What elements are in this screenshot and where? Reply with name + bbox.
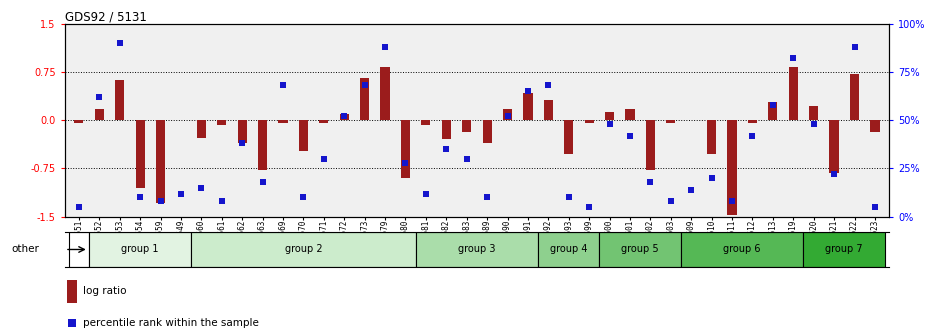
Bar xyxy=(278,120,288,123)
Bar xyxy=(829,120,839,173)
Bar xyxy=(401,120,410,178)
Bar xyxy=(442,120,451,139)
Bar xyxy=(564,120,574,154)
Bar xyxy=(238,120,247,143)
Bar xyxy=(462,120,471,132)
Bar xyxy=(115,80,124,120)
Bar xyxy=(380,67,389,120)
Bar xyxy=(584,120,594,123)
Bar xyxy=(666,120,675,123)
Text: group 5: group 5 xyxy=(621,245,659,254)
Bar xyxy=(66,280,78,303)
Bar xyxy=(850,74,859,120)
Bar xyxy=(197,120,206,138)
Bar xyxy=(646,120,655,170)
Bar xyxy=(599,232,681,267)
Text: GDS92 / 5131: GDS92 / 5131 xyxy=(65,10,146,24)
Text: group 6: group 6 xyxy=(724,245,761,254)
Bar xyxy=(191,232,416,267)
Text: group 2: group 2 xyxy=(285,245,322,254)
Bar xyxy=(681,232,804,267)
Bar xyxy=(319,120,329,123)
Bar xyxy=(156,120,165,203)
Bar xyxy=(136,120,144,188)
Text: other: other xyxy=(11,244,39,254)
Bar xyxy=(416,232,538,267)
Bar xyxy=(809,106,818,120)
Bar xyxy=(503,109,512,120)
Bar xyxy=(870,120,880,132)
Bar xyxy=(605,112,614,120)
Bar xyxy=(748,120,757,123)
Bar xyxy=(728,120,736,215)
Bar xyxy=(68,232,89,267)
Bar xyxy=(340,114,349,120)
Bar xyxy=(707,120,716,154)
Bar xyxy=(625,109,635,120)
Text: group 4: group 4 xyxy=(550,245,587,254)
Bar xyxy=(299,120,308,151)
Bar xyxy=(218,120,226,125)
Bar xyxy=(769,102,777,120)
Bar xyxy=(258,120,267,170)
Bar xyxy=(788,67,798,120)
Text: group 1: group 1 xyxy=(122,245,159,254)
Bar xyxy=(804,232,885,267)
Text: log ratio: log ratio xyxy=(83,286,126,296)
Bar xyxy=(483,120,492,143)
Bar xyxy=(89,232,191,267)
Bar xyxy=(421,120,430,125)
Bar xyxy=(360,78,370,120)
Text: group 7: group 7 xyxy=(826,245,864,254)
Text: group 3: group 3 xyxy=(458,245,496,254)
Bar xyxy=(74,120,84,123)
Bar xyxy=(538,232,599,267)
Bar xyxy=(95,109,104,120)
Bar xyxy=(543,99,553,120)
Bar xyxy=(523,93,533,120)
Text: percentile rank within the sample: percentile rank within the sample xyxy=(83,318,258,328)
